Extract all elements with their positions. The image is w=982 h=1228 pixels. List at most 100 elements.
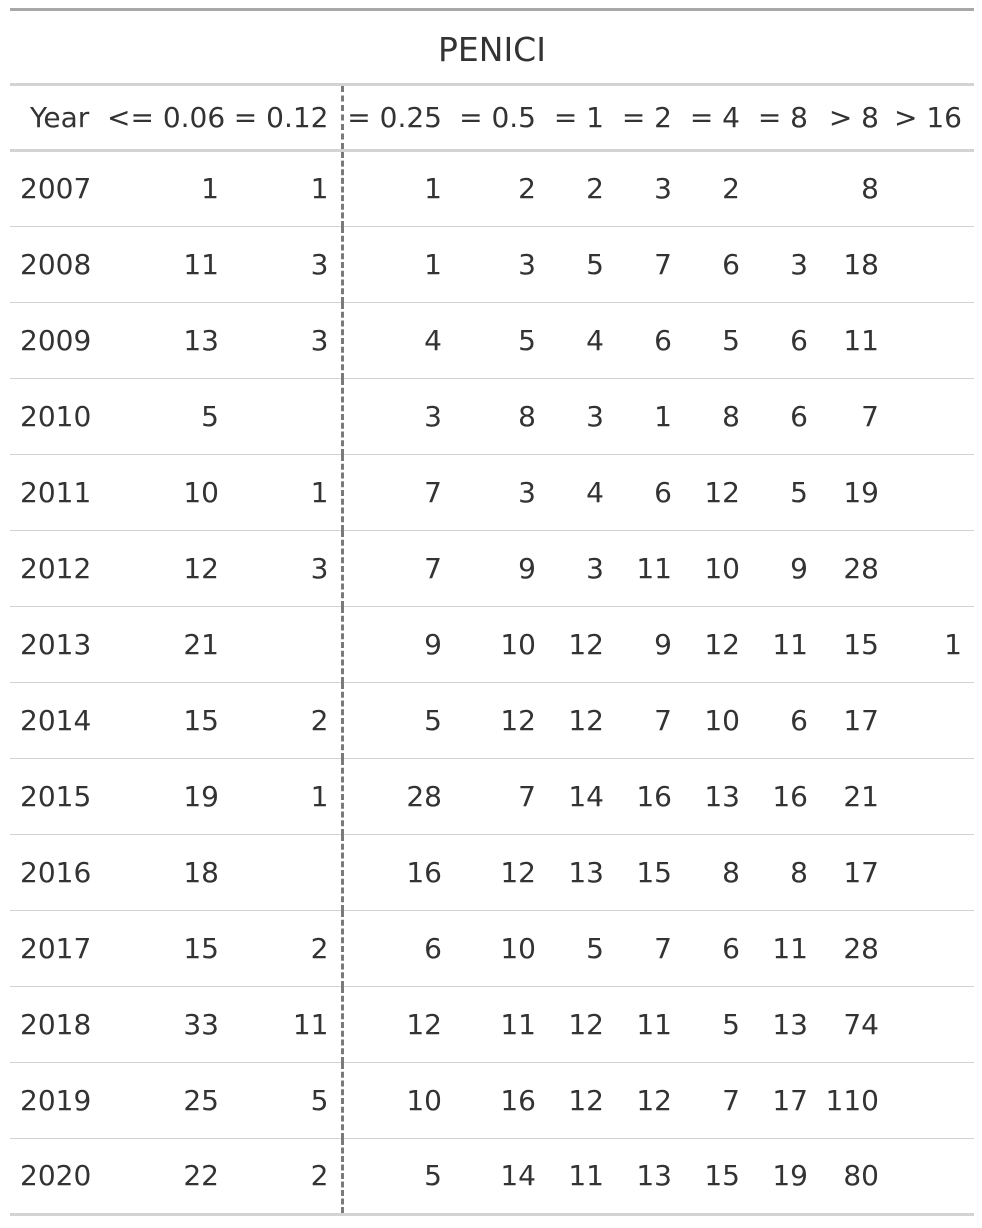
table-row: 2007 1 1 1 2 2 3 2 8 (10, 150, 974, 226)
table-title: PENICI (438, 30, 546, 69)
count-cell: 6 (790, 399, 808, 433)
count-cell: 6 (654, 475, 672, 509)
count-cell: 16 (636, 779, 672, 813)
count-cell: 9 (424, 627, 442, 661)
count-cell: 8 (722, 855, 740, 889)
count-cell: 3 (231, 226, 344, 302)
table-row: 2009 13 3 4 5 4 6 5 6 11 (10, 302, 974, 378)
column-header-mic: = 0.12 (231, 86, 344, 150)
column-header-mic: = 0.5 (459, 100, 536, 134)
table-row: 2020 22 2 5 14 11 13 15 19 80 (10, 1138, 974, 1214)
count-cell (891, 1062, 974, 1138)
count-cell: 17 (843, 703, 879, 737)
year-cell: 2014 (20, 703, 92, 737)
table-row: 2017 15 2 6 10 5 7 6 11 28 (10, 910, 974, 986)
count-cell: 1 (231, 150, 344, 226)
count-cell: 22 (183, 1159, 219, 1192)
count-cell: 4 (586, 323, 604, 357)
mic-distribution-table: Year <= 0.06 = 0.12 = 0.25 = 0.5 = 1 = 2 = 4 = 8… (10, 86, 974, 1216)
count-cell: 12 (568, 1083, 604, 1117)
count-cell: 3 (586, 551, 604, 585)
year-cell: 2009 (20, 323, 92, 357)
count-cell: 5 (424, 703, 442, 737)
count-cell: 10 (406, 1083, 442, 1117)
count-cell: 3 (231, 530, 344, 606)
count-cell: 2 (722, 172, 740, 205)
column-header-mic: = 0.25 (347, 100, 442, 134)
count-cell: 10 (704, 551, 740, 585)
count-cell: 8 (722, 399, 740, 433)
count-cell: 11 (772, 931, 808, 965)
count-cell: 7 (722, 1083, 740, 1117)
top-rule (10, 8, 974, 11)
count-cell: 110 (825, 1083, 879, 1117)
table-row: 2013 21 9 10 12 9 12 11 15 1 (10, 606, 974, 682)
column-header-mic: = 1 (553, 100, 604, 134)
year-cell: 2012 (20, 551, 92, 585)
year-cell: 2015 (20, 779, 92, 813)
count-cell (891, 758, 974, 834)
count-cell: 10 (704, 703, 740, 737)
count-cell: 12 (568, 1007, 604, 1041)
count-cell: 6 (722, 931, 740, 965)
year-cell: 2019 (20, 1083, 92, 1117)
count-cell: 6 (424, 931, 442, 965)
count-cell: 15 (183, 931, 219, 965)
count-cell: 3 (231, 302, 344, 378)
count-cell: 1 (231, 758, 344, 834)
count-cell: 4 (586, 475, 604, 509)
count-cell: 6 (654, 323, 672, 357)
count-cell: 1 (654, 399, 672, 433)
count-cell: 7 (424, 475, 442, 509)
count-cell: 15 (636, 855, 672, 889)
count-cell: 8 (518, 399, 536, 433)
count-cell: 19 (183, 779, 219, 813)
count-cell: 12 (568, 627, 604, 661)
count-cell: 1 (231, 454, 344, 530)
count-cell: 21 (183, 627, 219, 661)
count-cell: 28 (843, 551, 879, 585)
count-cell: 2 (231, 1138, 344, 1214)
count-cell: 2 (231, 682, 344, 758)
count-cell: 7 (424, 551, 442, 585)
count-cell: 10 (500, 627, 536, 661)
count-cell: 12 (704, 475, 740, 509)
column-header-year: Year (30, 100, 90, 134)
count-cell: 12 (568, 703, 604, 737)
count-cell: 80 (843, 1159, 879, 1192)
count-cell: 3 (424, 399, 442, 433)
count-cell (891, 910, 974, 986)
count-cell (231, 378, 344, 454)
count-cell: 5 (231, 1062, 344, 1138)
count-cell: 14 (500, 1159, 536, 1192)
count-cell: 10 (183, 475, 219, 509)
count-cell: 28 (406, 779, 442, 813)
count-cell: 1 (424, 172, 442, 205)
count-cell: 16 (406, 855, 442, 889)
count-cell: 5 (424, 1159, 442, 1192)
table-row: 2012 12 3 7 9 3 11 10 9 28 (10, 530, 974, 606)
header-row: Year <= 0.06 = 0.12 = 0.25 = 0.5 = 1 = 2 = 4 = 8… (10, 86, 974, 150)
count-cell: 5 (722, 1007, 740, 1041)
count-cell: 5 (518, 323, 536, 357)
count-cell: 74 (843, 1007, 879, 1041)
count-cell: 16 (772, 779, 808, 813)
title-rule (10, 83, 974, 86)
column-header-mic: <= 0.06 (107, 100, 226, 134)
year-cell: 2016 (20, 855, 92, 889)
table-row: 2014 15 2 5 12 12 7 10 6 17 (10, 682, 974, 758)
count-cell: 6 (722, 247, 740, 281)
count-cell: 19 (843, 475, 879, 509)
count-cell: 13 (636, 1159, 672, 1192)
count-cell: 12 (500, 703, 536, 737)
count-cell: 13 (183, 323, 219, 357)
count-cell: 3 (586, 399, 604, 433)
count-cell: 9 (518, 551, 536, 585)
year-cell: 2017 (20, 931, 92, 965)
count-cell: 15 (183, 703, 219, 737)
count-cell: 2 (586, 172, 604, 205)
count-cell (891, 1138, 974, 1214)
count-cell: 11 (500, 1007, 536, 1041)
count-cell: 14 (568, 779, 604, 813)
count-cell (891, 378, 974, 454)
